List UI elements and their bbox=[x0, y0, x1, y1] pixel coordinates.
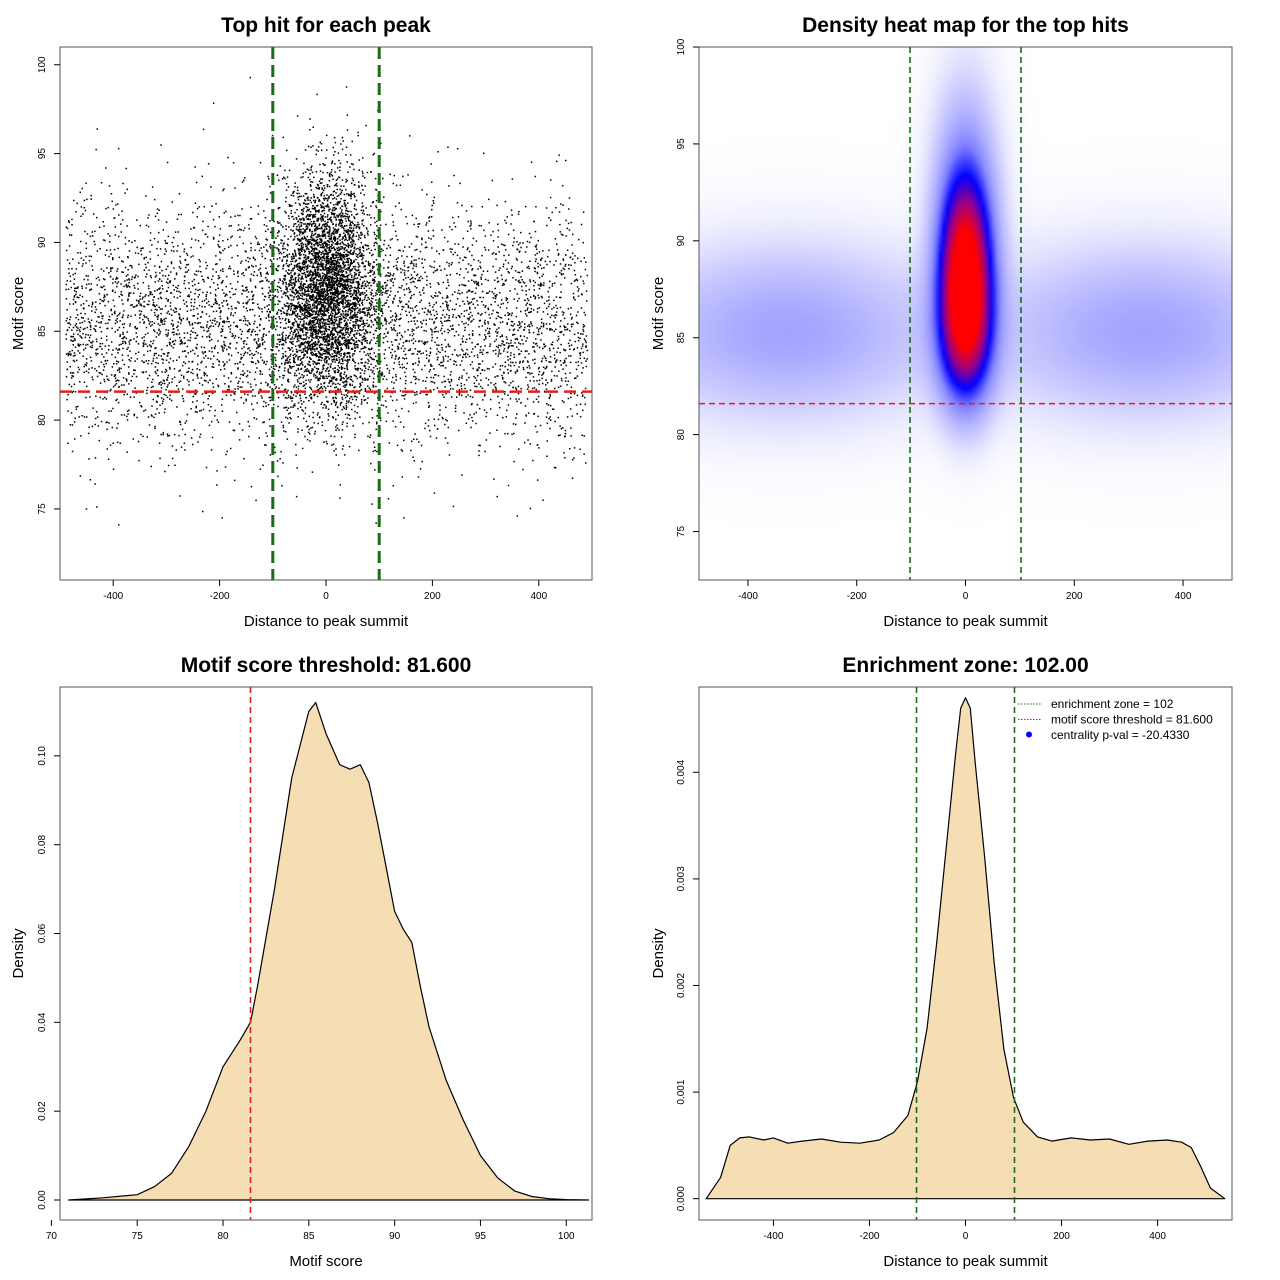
score-density-xtick-label: 75 bbox=[132, 1231, 144, 1242]
distance-density-xtick-label: -200 bbox=[859, 1231, 879, 1242]
scatter-xtick-label: 200 bbox=[424, 591, 441, 602]
heatmap-xtick-label: -200 bbox=[847, 591, 867, 602]
score-density-xtick-label: 95 bbox=[475, 1231, 487, 1242]
heatmap-xtick-label: 200 bbox=[1066, 591, 1083, 602]
legend-entry-label: motif score threshold = 81.600 bbox=[1051, 713, 1213, 727]
score-density-ytick-label: 0.08 bbox=[37, 835, 48, 855]
score-density-xtick-label: 90 bbox=[389, 1231, 401, 1242]
scatter-ylabel: Motif score bbox=[10, 277, 27, 350]
heatmap-panel: Density heat map for the top hits Distanc… bbox=[650, 14, 1233, 630]
score-density-frame bbox=[59, 686, 593, 1221]
distance-density-ytick-label: 0.003 bbox=[676, 866, 687, 891]
scatter-plot-area bbox=[65, 76, 589, 526]
scatter-panel: Top hit for each peak Distance to peak su… bbox=[10, 14, 593, 630]
distance-density-curve bbox=[705, 697, 1226, 1200]
scatter-xtick-label: 0 bbox=[323, 591, 329, 602]
scatter-ytick-label: 90 bbox=[37, 236, 48, 248]
distance-density-xtick-label: -400 bbox=[763, 1231, 783, 1242]
legend-entry-label: enrichment zone = 102 bbox=[1051, 697, 1174, 711]
distance-density-ytick-label: 0.002 bbox=[676, 973, 687, 998]
heatmap-ytick-label: 80 bbox=[676, 429, 687, 441]
score-density-xtick-label: 85 bbox=[303, 1231, 315, 1242]
heatmap-title: Density heat map for the top hits bbox=[802, 14, 1129, 37]
score-density-ytick-label: 0.02 bbox=[37, 1101, 48, 1121]
score-density-plot-area bbox=[68, 701, 590, 1201]
score-density-xtick-label: 100 bbox=[558, 1231, 575, 1242]
legend-entry-label: centrality p-val = -20.4330 bbox=[1051, 728, 1190, 742]
heatmap-plot-area bbox=[699, 47, 1232, 580]
scatter-xtick-label: 400 bbox=[530, 591, 547, 602]
distance-density-xtick-label: 0 bbox=[963, 1231, 969, 1242]
heatmap-xtick-label: 400 bbox=[1175, 591, 1192, 602]
legend-point-marker bbox=[1026, 731, 1032, 738]
heatmap-ytick-label: 95 bbox=[676, 138, 687, 150]
distance-density-plot-area bbox=[705, 697, 1226, 1200]
scatter-ytick-label: 95 bbox=[37, 148, 48, 160]
distance-density-xtick-label: 400 bbox=[1149, 1231, 1166, 1242]
scatter-ytick-label: 85 bbox=[37, 325, 48, 337]
scatter-points bbox=[65, 76, 589, 526]
score-density-xtick-label: 70 bbox=[46, 1231, 58, 1242]
distance-density-ylabel: Density bbox=[650, 928, 667, 979]
scatter-ytick-label: 80 bbox=[37, 414, 48, 426]
scatter-title: Top hit for each peak bbox=[221, 14, 431, 37]
score-density-ytick-label: 0.00 bbox=[37, 1190, 48, 1210]
heatmap-ytick-label: 85 bbox=[676, 332, 687, 344]
heatmap-ytick-label: 90 bbox=[676, 235, 687, 247]
score-density-title: Motif score threshold: 81.600 bbox=[181, 654, 472, 677]
heatmap-ytick-label: 75 bbox=[676, 526, 687, 538]
score-density-xtick-label: 80 bbox=[217, 1231, 229, 1242]
distance-density-xtick-label: 200 bbox=[1053, 1231, 1070, 1242]
score-density-ylabel: Density bbox=[10, 928, 27, 979]
distance-density-ytick-label: 0.000 bbox=[676, 1186, 687, 1211]
distance-density-ytick-label: 0.004 bbox=[676, 759, 687, 784]
score-density-ytick-label: 0.04 bbox=[37, 1012, 48, 1032]
distance-density-title: Enrichment zone: 102.00 bbox=[842, 654, 1088, 677]
heatmap-xtick-label: -400 bbox=[738, 591, 758, 602]
distance-density-panel: Enrichment zone: 102.00 Distance to peak … bbox=[650, 654, 1233, 1270]
score-density-panel: Motif score threshold: 81.600 Motif score… bbox=[10, 654, 593, 1270]
scatter-xtick-label: -400 bbox=[103, 591, 123, 602]
heatmap-xlabel: Distance to peak summit bbox=[883, 613, 1048, 630]
heatmap-ylabel: Motif score bbox=[650, 277, 667, 350]
legend: enrichment zone = 102 motif score thresho… bbox=[1018, 697, 1213, 742]
score-density-curve bbox=[68, 701, 590, 1201]
score-density-ytick-label: 0.06 bbox=[37, 923, 48, 943]
scatter-xlabel: Distance to peak summit bbox=[244, 613, 409, 630]
scatter-xtick-label: -200 bbox=[210, 591, 230, 602]
score-density-xlabel: Motif score bbox=[289, 1253, 362, 1270]
score-density-ytick-label: 0.10 bbox=[37, 746, 48, 766]
heatmap-xtick-label: 0 bbox=[963, 591, 969, 602]
heatmap-image bbox=[699, 47, 1232, 580]
scatter-ytick-label: 75 bbox=[37, 503, 48, 515]
heatmap-ytick-label: 100 bbox=[676, 38, 687, 55]
scatter-ytick-label: 100 bbox=[37, 56, 48, 73]
distance-density-xlabel: Distance to peak summit bbox=[883, 1253, 1048, 1270]
distance-density-ytick-label: 0.001 bbox=[676, 1079, 687, 1104]
